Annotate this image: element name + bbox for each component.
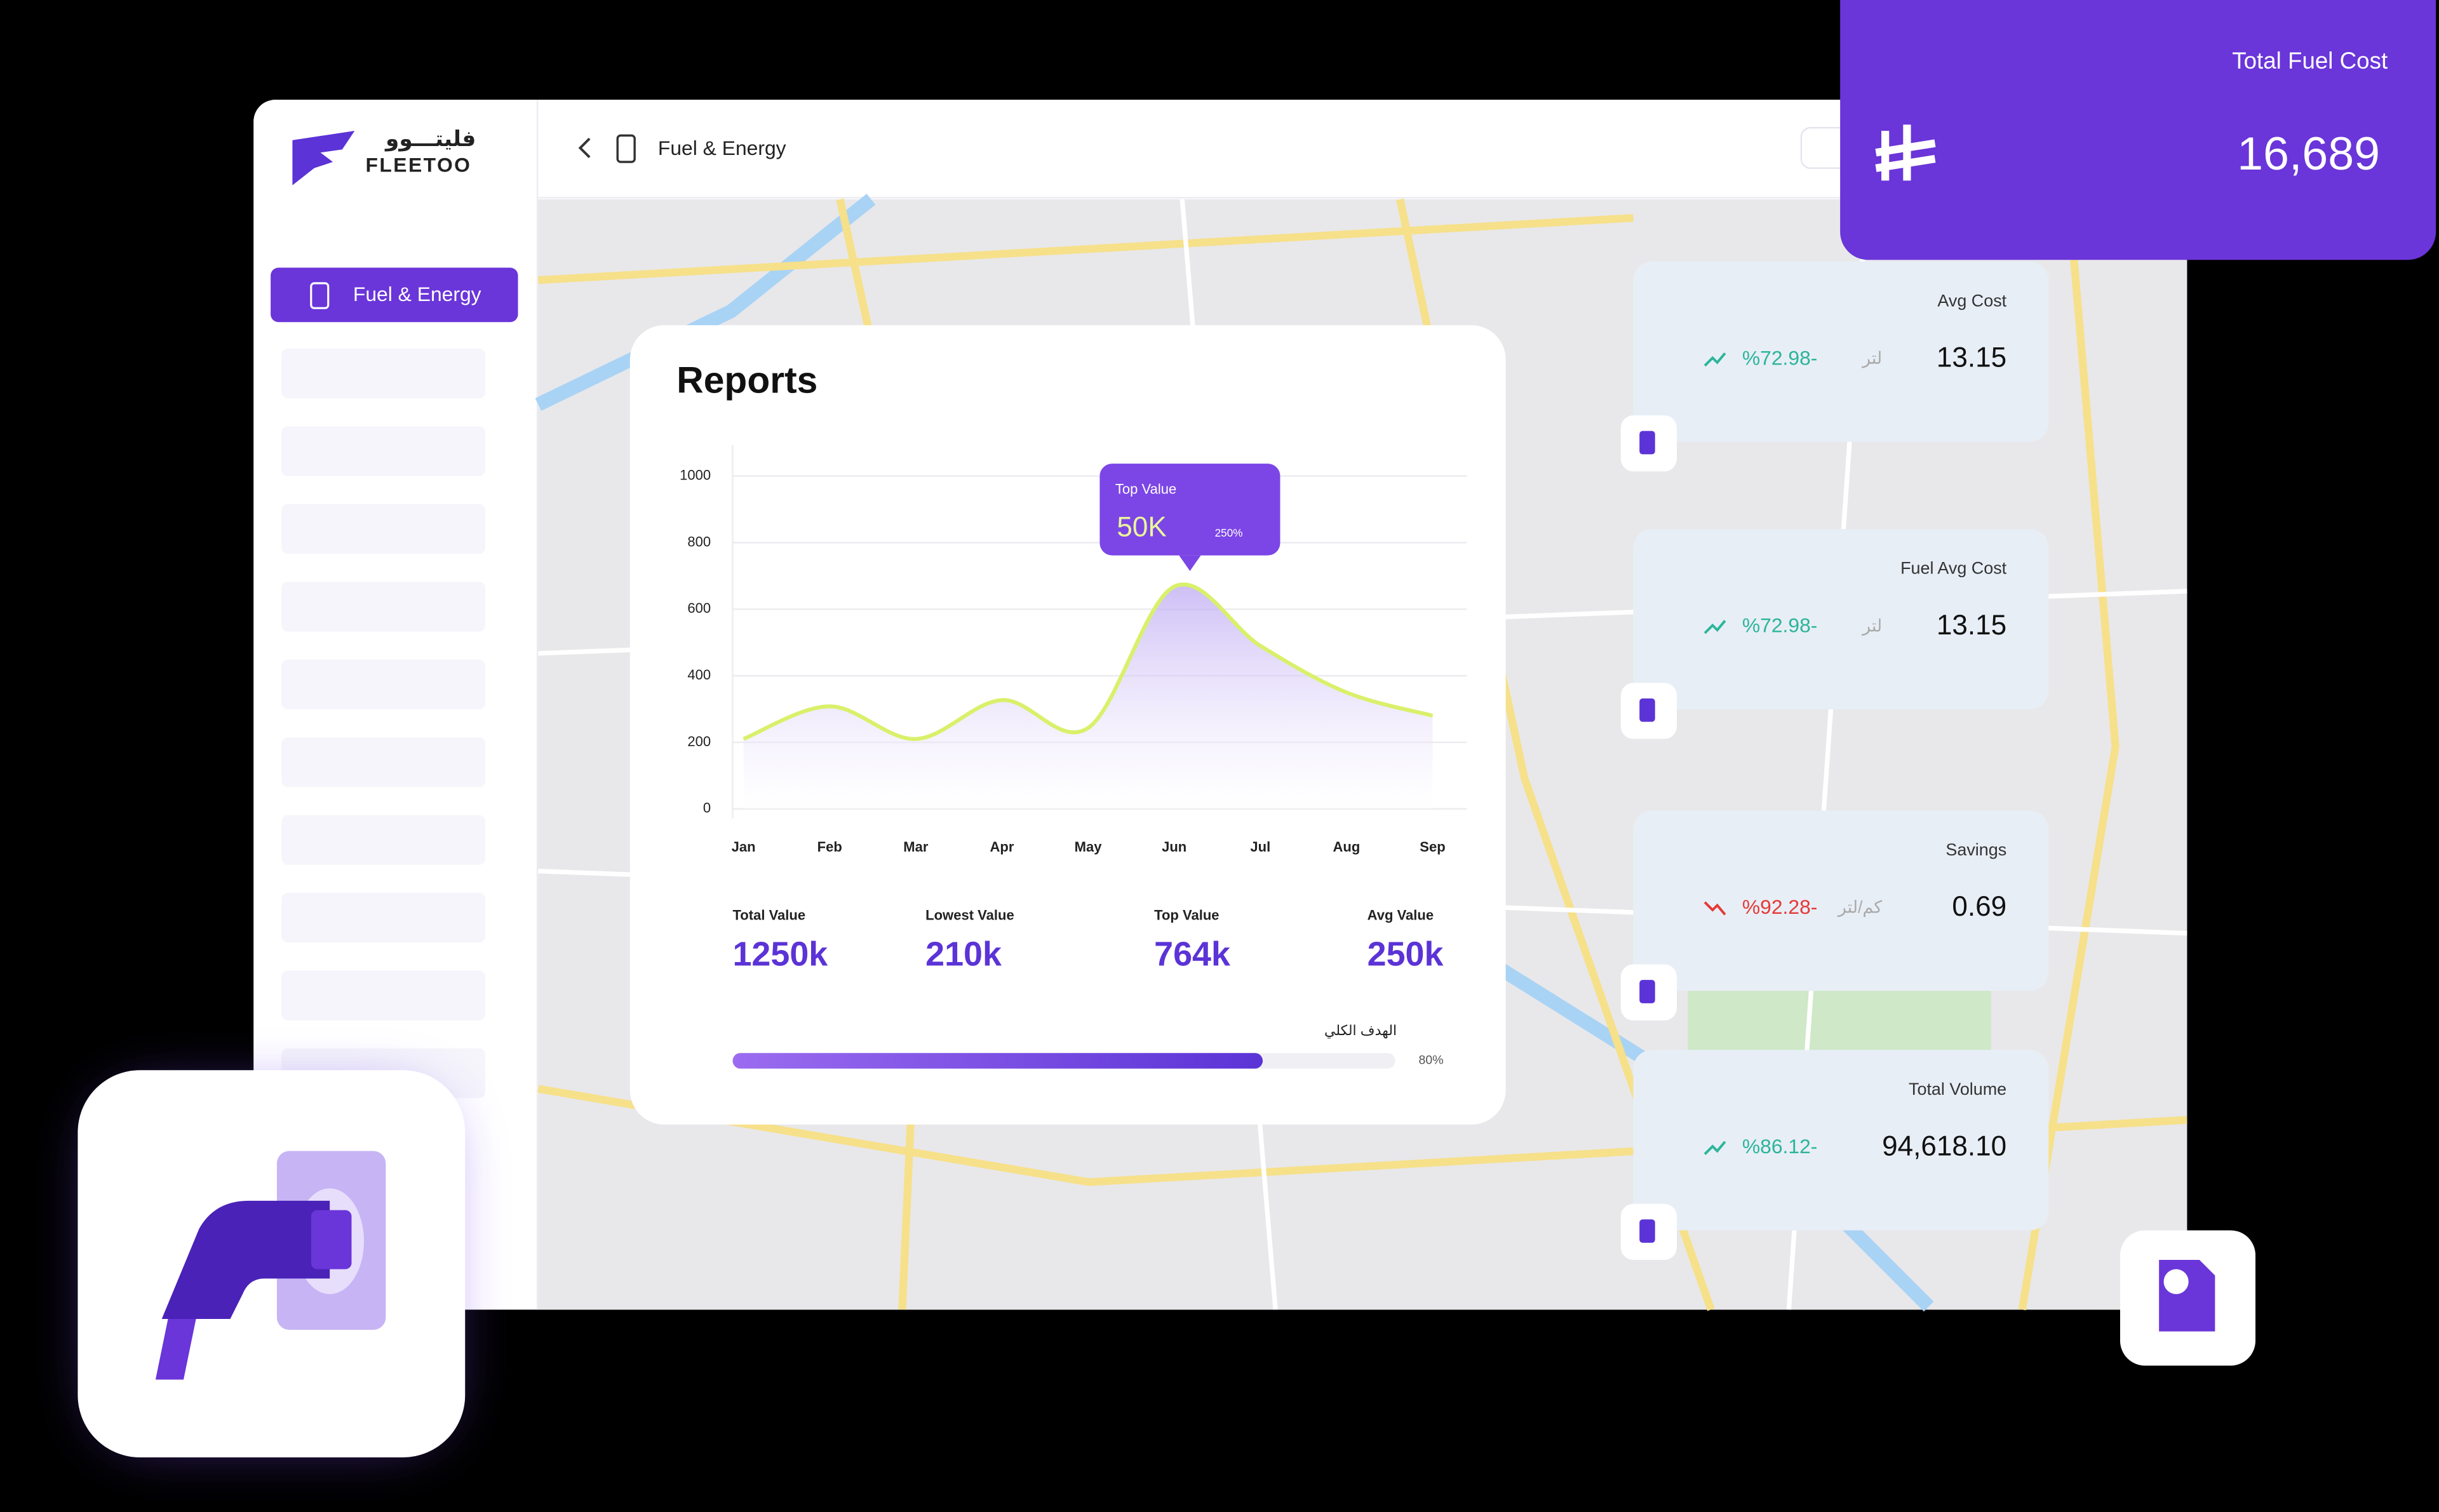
metric-value: 13.15 (1937, 342, 2006, 373)
sidebar-fuel-icon (310, 282, 330, 309)
x-tick-label: Aug (1333, 839, 1360, 855)
stat-value: 210k (925, 935, 1002, 973)
currency-icon (1875, 124, 1936, 181)
tooltip-pointer (1179, 555, 1201, 572)
stat-label: Total Value (732, 907, 805, 923)
tooltip-change: 250% (1215, 526, 1243, 539)
metric-card (1633, 810, 2049, 991)
x-tick-label: Jul (1250, 839, 1270, 855)
metric-title: Fuel Avg Cost (1900, 559, 2007, 578)
sidebar-item[interactable] (281, 582, 486, 632)
x-tick-label: May (1075, 839, 1103, 855)
sidebar-item[interactable] (281, 504, 486, 554)
sidebar-active-label: Fuel & Energy (353, 283, 481, 305)
metric-title: Avg Cost (1937, 291, 2006, 311)
metric-change: %72.98- (1742, 614, 1818, 637)
reports-title: Reports (676, 359, 817, 401)
goal-label: الهدف الكلي (1324, 1022, 1397, 1039)
line-area (743, 584, 1433, 809)
metric-value: 13.15 (1937, 610, 2006, 641)
y-tick-label: 0 (703, 800, 711, 816)
sidebar-item[interactable] (281, 659, 486, 710)
x-tick-label: Mar (903, 839, 929, 855)
total-fuel-cost-value: 16,689 (2237, 127, 2380, 180)
pump-icon (1639, 698, 1655, 722)
metric-title: Savings (1945, 840, 2006, 859)
report-icon-doc (2159, 1259, 2215, 1332)
metric-title: Total Volume (1909, 1080, 2006, 1099)
metric-card (1633, 528, 2049, 710)
goal-progress (732, 1053, 1263, 1069)
fuel-icon (616, 134, 636, 163)
trend-icon (1703, 352, 1726, 367)
plug-head (311, 1210, 352, 1269)
tooltip-value: 50K (1117, 512, 1166, 543)
metric-unit: لتر (1861, 349, 1882, 368)
metric-card (1633, 1050, 2049, 1231)
stat-value: 250k (1367, 935, 1444, 973)
metric-card (1633, 261, 2049, 442)
pump-icon (1639, 431, 1655, 455)
pump-icon (1639, 1219, 1655, 1243)
goal-value: 80% (1418, 1054, 1443, 1067)
x-tick-label: Feb (817, 839, 842, 855)
sidebar-item[interactable] (281, 737, 486, 787)
stat-value: 1250k (732, 935, 828, 973)
x-tick-label: Jun (1162, 839, 1186, 855)
trend-icon (1703, 1141, 1726, 1155)
sidebar-item[interactable] (281, 970, 486, 1020)
logo-latin: FLEETOO (366, 154, 472, 177)
pump-icon (1639, 980, 1655, 1003)
trend-icon (1703, 901, 1726, 916)
y-tick-label: 600 (687, 600, 711, 616)
y-tick-label: 800 (687, 533, 711, 549)
metric-change: %72.98- (1742, 346, 1818, 369)
total-fuel-cost-card (1840, 0, 2436, 260)
line-series (742, 582, 1434, 741)
stat-label: Lowest Value (925, 907, 1014, 923)
metric-change: %86.12- (1742, 1135, 1818, 1158)
map-river (535, 194, 876, 411)
reports-card (629, 325, 1506, 1125)
total-fuel-cost-label: Total Fuel Cost (2232, 48, 2388, 74)
sidebar-item[interactable] (281, 893, 486, 943)
plug-cable (155, 1319, 196, 1380)
sidebar-item[interactable] (281, 815, 486, 865)
report-icon-pie (2163, 1269, 2189, 1294)
logo-arabic: فليتـــوو (384, 127, 476, 152)
metric-change: %92.28- (1742, 895, 1818, 918)
breadcrumb: Fuel & Energy (658, 137, 786, 159)
trend-icon (1703, 620, 1726, 634)
map-road (2018, 199, 2120, 1311)
sidebar-active-item[interactable] (271, 267, 518, 323)
x-tick-label: Jan (732, 839, 756, 855)
sidebar-item[interactable] (281, 348, 486, 399)
tooltip-title: Top Value (1115, 481, 1176, 497)
stat-label: Top Value (1154, 907, 1219, 923)
x-tick-label: Sep (1420, 839, 1445, 855)
metric-value: 94,618.10 (1882, 1130, 2006, 1161)
tooltip (1099, 464, 1280, 556)
back-button[interactable] (578, 137, 591, 159)
stat-value: 764k (1154, 935, 1230, 973)
metric-value: 0.69 (1952, 891, 2006, 922)
logo-mark (292, 131, 355, 185)
sidebar-item[interactable] (281, 426, 486, 476)
map-road (538, 214, 1634, 284)
plug (161, 1200, 330, 1320)
stat-label: Avg Value (1367, 907, 1434, 923)
y-tick-label: 200 (687, 733, 711, 749)
x-tick-label: Apr (990, 839, 1014, 855)
metric-unit: لتر (1861, 616, 1882, 636)
y-tick-label: 400 (687, 667, 711, 683)
y-tick-label: 1000 (680, 467, 711, 483)
metric-unit: كم/لتر (1837, 898, 1883, 918)
